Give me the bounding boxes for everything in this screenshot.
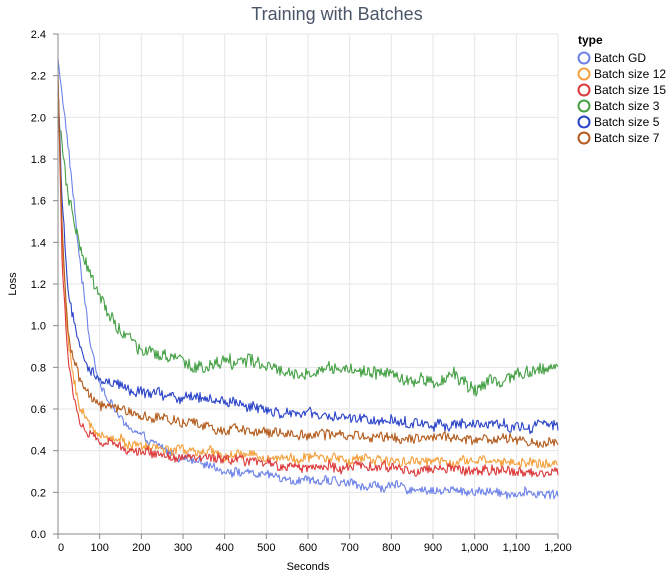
x-tick-label: 600 [299,542,317,554]
legend-symbol [577,51,591,65]
y-tick-label: 0.4 [31,446,46,458]
y-tick-label: 1.6 [31,196,46,208]
legend-symbol [577,115,591,129]
x-tick-label: 900 [424,542,442,554]
legend-label: Batch size 12 [594,67,666,81]
y-tick-label: 1.8 [31,154,46,166]
y-ticks: 0.0 0.2 0.4 0.6 0.8 1.0 1.2 1.4 1.6 1.8 2.0 2.2 2.4 [31,29,58,541]
y-tick-label: 0.6 [31,404,46,416]
series-line-3 [57,106,559,397]
x-tick-label: 1,100 [503,542,531,554]
legend: type Batch GD Batch size 12 Batch size 15 B… [577,33,666,145]
y-tick-label: 2.4 [31,29,46,41]
legend-title: type [578,33,603,47]
legend-label: Batch size 3 [594,99,660,113]
series-line-2 [57,75,559,478]
x-tick-label: 700 [340,542,358,554]
x-tick-label: 200 [132,542,150,554]
y-tick-label: 0.8 [31,362,46,374]
y-tick-label: 0.0 [31,529,46,541]
legend-symbol [577,99,591,113]
x-tick-label: 100 [90,542,108,554]
x-tick-label: 300 [174,542,192,554]
x-tick-label: 500 [257,542,275,554]
legend-symbol [577,131,591,145]
x-tick-label: 1,200 [544,542,572,554]
series-layer [57,58,559,500]
series-line-5 [57,79,559,448]
y-tick-label: 0.2 [31,487,46,499]
x-tick-label: 400 [215,542,233,554]
y-tick-label: 1.2 [31,279,46,291]
y-tick-label: 2.0 [31,112,46,124]
y-tick-label: 1.4 [31,237,46,249]
legend-label: Batch GD [594,51,646,65]
legend-symbol [577,83,591,97]
y-tick-label: 2.2 [31,71,46,83]
legend-label: Batch size 7 [594,131,660,145]
y-tick-label: 1.0 [31,321,46,333]
x-axis-title: Seconds [287,561,330,573]
x-tick-label: 800 [382,542,400,554]
x-tick-label: 1,000 [461,542,489,554]
x-ticks: 0 100 200 300 400 500 600 700 800 900 1,000 1,100 1,… [57,534,572,554]
legend-symbol [577,67,591,81]
x-tick-label: 0 [58,542,64,554]
chart-title: Training with Batches [251,4,422,24]
legend-label: Batch size 5 [594,115,660,129]
grid [57,33,559,535]
series-line-1 [57,71,559,469]
series-line-0 [57,58,559,500]
series-line-4 [57,86,559,435]
legend-label: Batch size 15 [594,83,666,97]
y-axis-title: Loss [7,272,19,296]
